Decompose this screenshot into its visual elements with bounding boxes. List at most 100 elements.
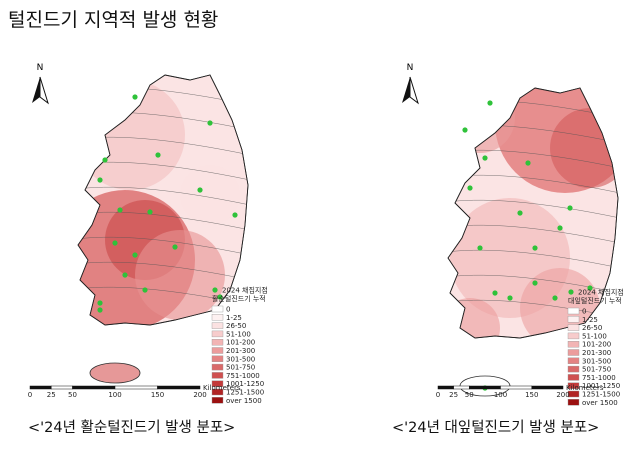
scale-tick: 150: [151, 391, 164, 399]
legend-swatch: [211, 372, 224, 379]
legend-swatch: [567, 341, 580, 348]
legend-label: 1251-1500: [226, 389, 264, 397]
sample-point: [142, 287, 148, 293]
heat-area: [78, 80, 185, 190]
sample-point: [172, 244, 178, 250]
scale-bar: [437, 385, 454, 390]
legend-swatch: [211, 322, 224, 329]
sample-point: [467, 185, 473, 191]
legend-swatch: [567, 365, 580, 373]
heat-area: [550, 108, 618, 188]
boundary: [78, 236, 248, 256]
legend-label: 101-200: [226, 339, 255, 347]
legend-label: over 1500: [226, 397, 262, 405]
legend-swatch: [211, 330, 224, 338]
legend-swatch: [211, 388, 224, 396]
legend-swatch: [567, 332, 580, 340]
sample-point: [477, 245, 483, 251]
legend-label: 26-50: [226, 322, 246, 330]
boundary: [448, 249, 618, 269]
heat-area: [448, 88, 515, 153]
legend-label: 201-300: [582, 349, 611, 357]
sample-point: [147, 209, 153, 215]
legend-swatch: [211, 314, 224, 321]
legend-label: 201-300: [226, 347, 255, 355]
sample-point: [557, 225, 563, 231]
legend-dot: [568, 289, 574, 295]
legend-label: 501-750: [582, 366, 611, 374]
sample-point: [155, 152, 161, 158]
legend-label: 301-500: [226, 355, 255, 363]
scale-bar: [72, 385, 116, 390]
sample-point: [525, 160, 531, 166]
island: [89, 362, 141, 384]
scale-tick: 100: [108, 391, 121, 399]
legend-label: 26-50: [582, 324, 602, 332]
sample-point: [132, 94, 138, 100]
legend-swatch: [211, 347, 224, 354]
legend-label: 51-100: [226, 330, 251, 338]
sample-point: [552, 295, 558, 301]
sample-point: [532, 280, 538, 286]
sample-point: [492, 290, 498, 296]
title: 털진드기 지역적 발생 현황: [8, 9, 218, 31]
scale-tick: 25: [449, 391, 458, 399]
legend-swatch: [211, 305, 224, 313]
sample-point: [97, 177, 103, 183]
sample-point: [132, 252, 138, 258]
sample-point: [97, 300, 103, 306]
legend-swatch: [211, 339, 224, 346]
legend-swatch: [567, 382, 580, 389]
legend-swatch: [211, 363, 224, 371]
legend-swatch: [567, 390, 580, 398]
scale-tick: 200: [556, 391, 569, 399]
legend-label: 1001-1250: [582, 382, 620, 390]
scale-tick: 100: [494, 391, 507, 399]
sample-point: [587, 285, 593, 291]
legend-swatch: [567, 349, 580, 356]
scale-tick: 50: [465, 391, 474, 399]
sample-point: [532, 245, 538, 251]
sample-point: [97, 307, 103, 313]
legend-label: 1001-1250: [226, 380, 264, 388]
legend-swatch: [567, 357, 580, 364]
sample-point: [462, 127, 468, 133]
scale-bar: [469, 385, 501, 390]
legend-label: 101-200: [582, 341, 611, 349]
legend-label: 301-500: [582, 357, 611, 365]
scale-tick: 200: [193, 391, 206, 399]
north-arrow: [32, 77, 40, 103]
scale-bar: [51, 385, 73, 390]
north-label: N: [407, 63, 414, 73]
north-arrow: [409, 76, 419, 105]
sample-point: [567, 205, 573, 211]
legend-swatch: [211, 380, 224, 387]
north-arrow: [402, 77, 410, 103]
scale-unit: Kilometers: [203, 384, 241, 392]
legend-swatch: [567, 399, 580, 406]
scale-bar: [500, 385, 532, 390]
scale-tick: 150: [525, 391, 538, 399]
legend-swatch: [567, 307, 580, 315]
legend-label: 751-1000: [226, 372, 260, 380]
caption: <'24년 활순털진드기 발생 분포>: [28, 419, 235, 436]
scale-tick: 0: [28, 391, 32, 399]
legend-dot: [212, 287, 218, 293]
sample-point: [487, 100, 493, 106]
legend-subtitle: 대잎털진드기 누적: [568, 296, 622, 305]
legend-label: 1251-1500: [582, 391, 620, 399]
caption: <'24년 대잎털진드기 발생 분포>: [392, 419, 599, 436]
scale-tick: 0: [436, 391, 440, 399]
legend-label: 51-100: [582, 332, 607, 340]
sample-point: [122, 272, 128, 278]
sample-point: [232, 212, 238, 218]
legend-label: 751-1000: [582, 374, 616, 382]
sample-point: [507, 295, 513, 301]
sample-point: [217, 294, 223, 300]
north-label: N: [37, 63, 44, 73]
heat-area: [180, 165, 240, 225]
sample-point: [102, 157, 108, 163]
scale-unit: Kilometers: [566, 384, 604, 392]
scale-tick: 50: [68, 391, 77, 399]
